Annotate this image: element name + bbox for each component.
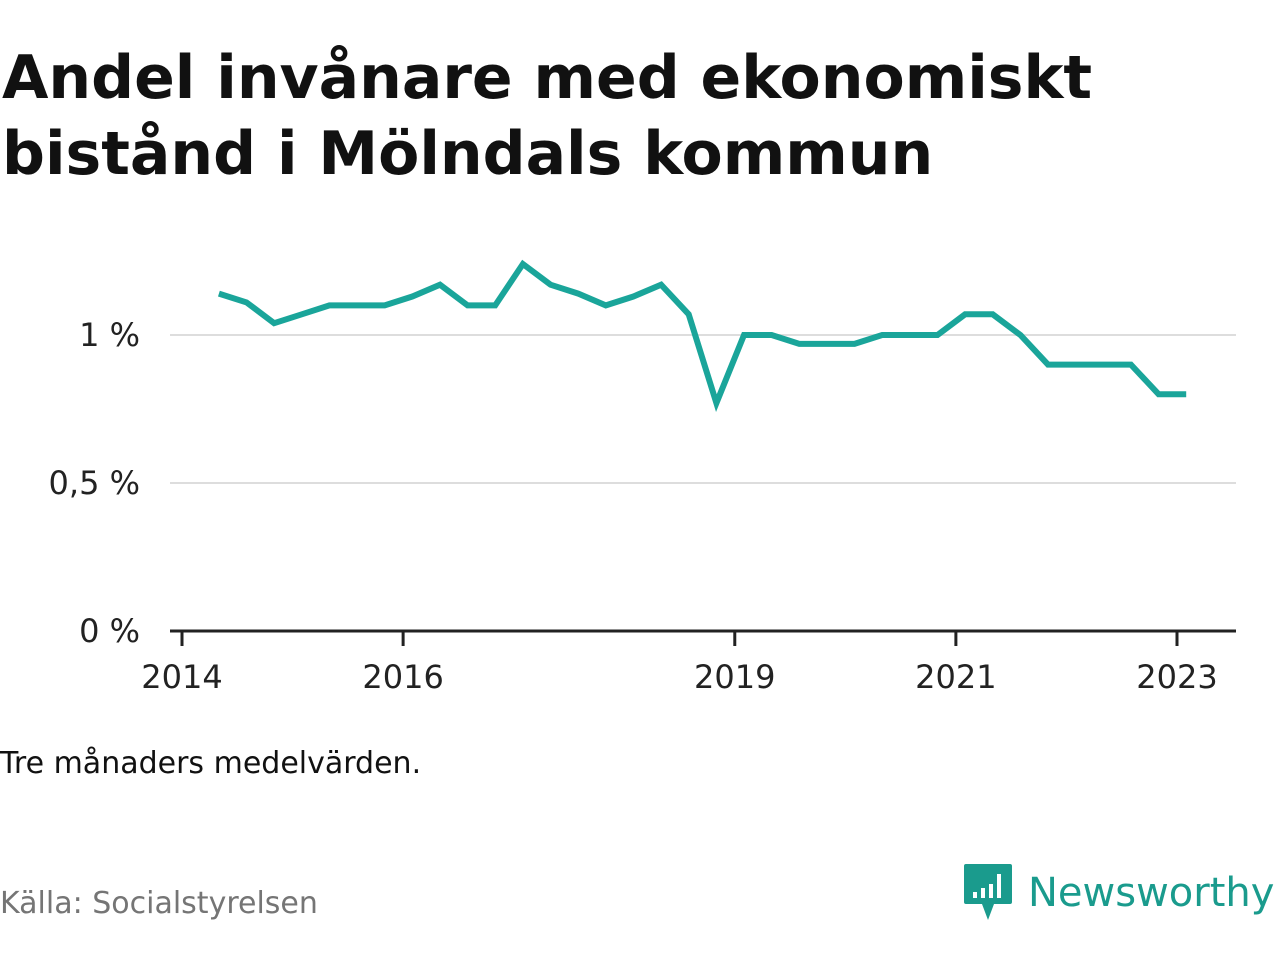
data-point[interactable]: [741, 332, 747, 338]
brand-logo[interactable]: Newsworthy: [962, 862, 1274, 924]
data-point[interactable]: [769, 332, 775, 338]
data-point[interactable]: [548, 282, 554, 288]
grid-lines: [170, 334, 1236, 484]
series-line: [217, 259, 1187, 412]
brand-name: Newsworthy: [1028, 870, 1275, 916]
data-point[interactable]: [1128, 362, 1134, 368]
x-tick-label: 2014: [141, 658, 222, 696]
data-point[interactable]: [465, 302, 471, 308]
data-point[interactable]: [492, 302, 498, 308]
data-point[interactable]: [354, 302, 360, 308]
source-text: Källa: Socialstyrelsen: [0, 886, 318, 921]
data-point[interactable]: [1045, 362, 1051, 368]
data-point[interactable]: [603, 302, 609, 308]
page-title: Andel invånare med ekonomiskt bistånd i …: [2, 43, 1093, 189]
data-point[interactable]: [271, 320, 277, 326]
data-point[interactable]: [1183, 391, 1189, 397]
data-point[interactable]: [326, 302, 332, 308]
y-tick-label: 1 %: [79, 316, 140, 354]
data-point[interactable]: [824, 341, 830, 347]
data-point[interactable]: [879, 332, 885, 338]
data-point[interactable]: [796, 341, 802, 347]
x-tick-label: 2021: [915, 658, 996, 696]
x-ticks: 2014 2016 2019 2021 2023: [141, 631, 1218, 696]
data-point[interactable]: [713, 400, 719, 406]
data-point[interactable]: [243, 299, 249, 305]
x-tick-label: 2016: [362, 658, 443, 696]
data-point[interactable]: [1017, 332, 1023, 338]
data-point[interactable]: [1073, 362, 1079, 368]
data-points: [216, 261, 1189, 406]
data-point[interactable]: [575, 291, 581, 297]
data-point[interactable]: [686, 311, 692, 317]
data-point[interactable]: [630, 294, 636, 300]
data-point[interactable]: [299, 311, 305, 317]
data-point[interactable]: [1100, 362, 1106, 368]
chart-note: Tre månaders medelvärden.: [0, 746, 422, 781]
data-point[interactable]: [907, 332, 913, 338]
data-point[interactable]: [658, 282, 664, 288]
x-tick-label: 2019: [694, 658, 775, 696]
data-point[interactable]: [216, 291, 222, 297]
data-point[interactable]: [990, 311, 996, 317]
data-point[interactable]: [437, 282, 443, 288]
line-chart: 0 % 0,5 % 1 % 2014 2016 2019 2021 2023: [49, 259, 1236, 696]
newsworthy-logo-icon: [964, 864, 1012, 920]
y-tick-labels: 0 % 0,5 % 1 %: [49, 316, 140, 650]
y-tick-label: 0 %: [79, 612, 140, 650]
x-tick-label: 2023: [1136, 658, 1217, 696]
data-point[interactable]: [409, 294, 415, 300]
data-point[interactable]: [1156, 391, 1162, 397]
data-point[interactable]: [520, 261, 526, 267]
data-point[interactable]: [382, 302, 388, 308]
y-tick-label: 0,5 %: [49, 464, 140, 502]
data-point[interactable]: [934, 332, 940, 338]
data-point[interactable]: [852, 341, 858, 347]
data-point[interactable]: [962, 311, 968, 317]
